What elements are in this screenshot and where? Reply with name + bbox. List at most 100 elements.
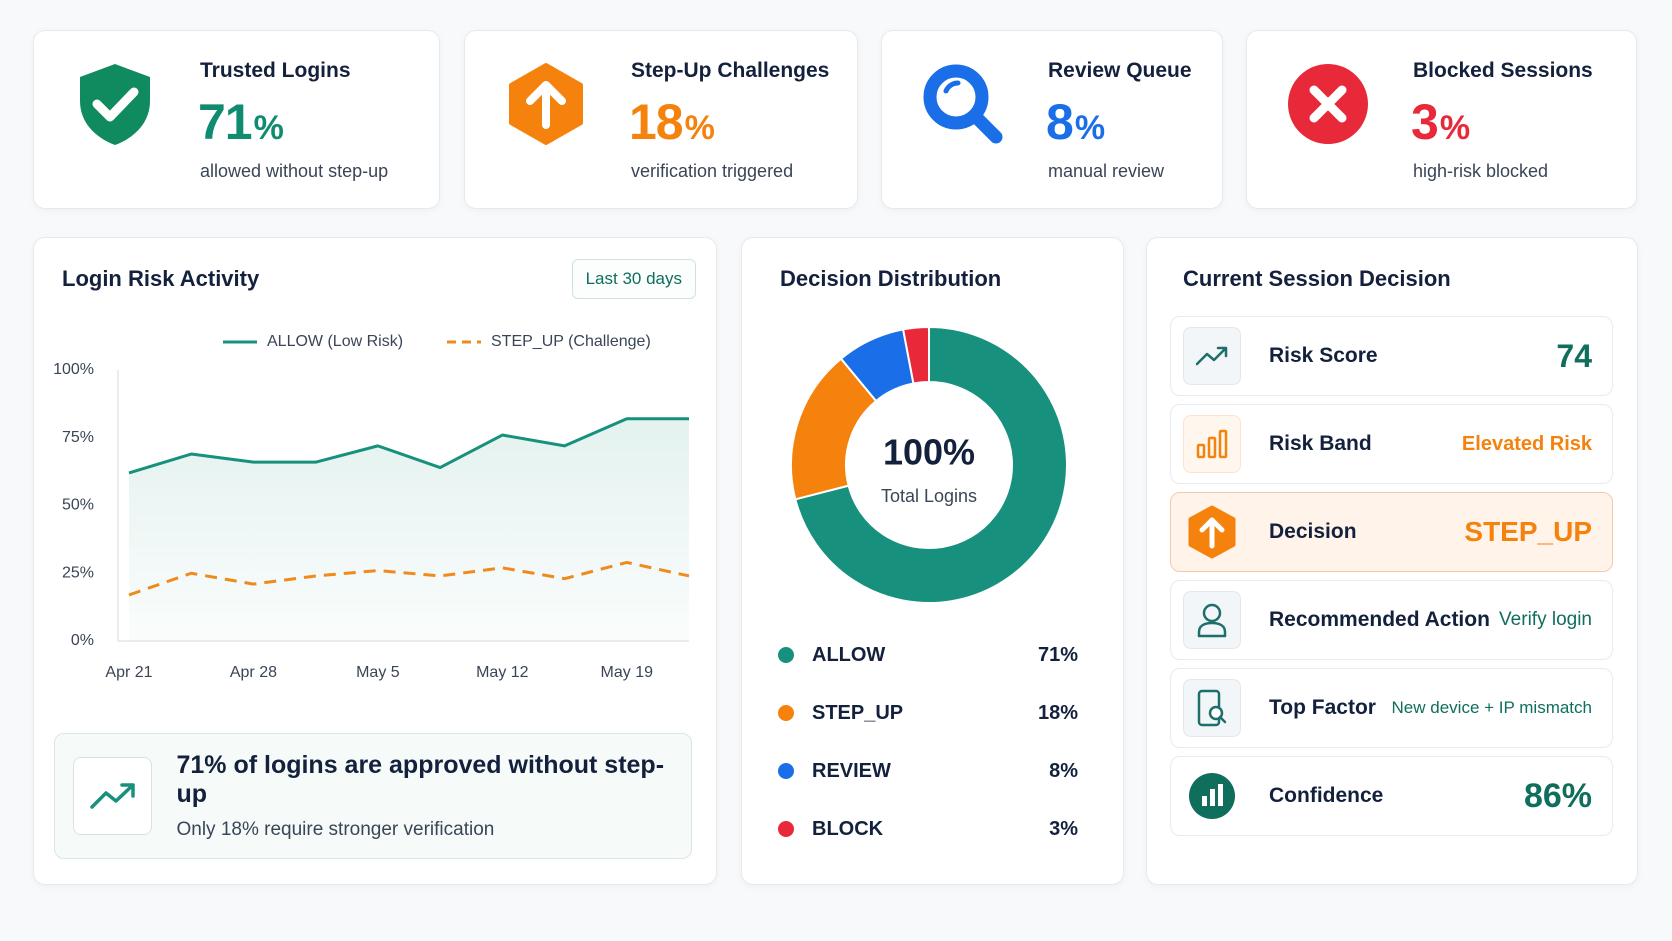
kpi-value: 8% <box>1046 93 1105 151</box>
row-value: 74 <box>1556 337 1592 374</box>
panel-title: Decision Distribution <box>780 266 1002 291</box>
session-rows: Risk Score 74 Risk Band Elevated Risk De… <box>1170 316 1613 844</box>
legend-row: BLOCK 3% <box>778 814 1078 844</box>
kpi-number: 18 <box>629 94 684 150</box>
legend-label: ALLOW (Low Risk) <box>267 333 403 350</box>
panel-title: Login Risk Activity <box>62 266 260 291</box>
review-icon <box>923 64 1003 144</box>
series-line <box>128 560 690 597</box>
legend-dot <box>778 763 794 779</box>
y-tick-label: 75% <box>62 429 94 446</box>
x-tick-label: May 12 <box>476 664 529 681</box>
kpi-card: Trusted Logins 71% allowed without step-… <box>33 30 440 209</box>
kpi-subtitle: verification triggered <box>631 161 794 181</box>
legend-value: 3% <box>1049 817 1078 840</box>
session-row: Recommended Action Verify login <box>1170 580 1613 660</box>
shield-icon <box>80 64 150 145</box>
legend-label: ALLOW <box>812 643 886 666</box>
kpi-subtitle: high-risk blocked <box>1413 161 1549 181</box>
legend-dot <box>778 647 794 663</box>
kpi-card: Review Queue 8% manual review <box>881 30 1223 209</box>
insight-detail: Only 18% require stronger verification <box>176 819 495 840</box>
row-icon <box>1183 327 1241 385</box>
row-value: New device + IP mismatch <box>1391 698 1592 717</box>
kpi-number: 8 <box>1046 94 1074 150</box>
blocked-icon <box>1288 64 1368 144</box>
kpi-title: Review Queue <box>1048 59 1192 82</box>
kpi-unit: % <box>1439 109 1470 147</box>
kpi-value: 71% <box>198 93 284 151</box>
row-icon <box>1183 591 1241 649</box>
row-icon <box>1183 767 1241 825</box>
kpi-title: Blocked Sessions <box>1413 59 1593 82</box>
session-row: Risk Band Elevated Risk <box>1170 404 1613 484</box>
y-tick-label: 0% <box>71 632 94 649</box>
kpi-number: 71 <box>198 94 253 150</box>
kpi-title: Step-Up Challenges <box>631 59 830 82</box>
kpi-subtitle: allowed without step-up <box>200 161 389 181</box>
series-line <box>128 417 689 475</box>
kpi-value: 3% <box>1411 93 1470 151</box>
legend-value: 18% <box>1037 701 1078 724</box>
session-row: Top Factor New device + IP mismatch <box>1170 668 1613 748</box>
session-row: Decision STEP_UP <box>1170 492 1613 572</box>
legend-row: STEP_UP 18% <box>778 698 1078 728</box>
session-panel: Current Session Decision Risk Score 74 R… <box>1146 237 1638 885</box>
distribution-panel: Decision Distribution 100% Total Logins A… <box>741 237 1124 885</box>
donut-slice <box>901 325 930 385</box>
kpi-card: Step-Up Challenges 18% verification trig… <box>464 30 858 209</box>
legend-row: REVIEW 8% <box>778 756 1078 786</box>
panel-title: Current Session Decision <box>1183 266 1451 291</box>
insight-box: 71% of logins are approved without step-… <box>54 733 692 859</box>
donut-chart: 100% Total Logins <box>790 325 1068 604</box>
legend-row: ALLOW 71% <box>778 640 1078 670</box>
row-label: Confidence <box>1269 784 1384 807</box>
legend-dot <box>778 705 794 721</box>
donut-slice <box>794 325 1068 604</box>
y-tick-label: 25% <box>62 564 94 581</box>
y-tick-label: 100% <box>53 361 94 378</box>
session-row: Risk Score 74 <box>1170 316 1613 396</box>
row-label: Decision <box>1269 520 1357 543</box>
donut-center-label: Total Logins <box>881 486 977 506</box>
row-label: Risk Score <box>1269 344 1378 367</box>
session-row: Confidence 86% <box>1170 756 1613 836</box>
insight-headline: 71% of logins are approved without step-… <box>176 751 665 808</box>
kpi-title: Trusted Logins <box>200 59 351 82</box>
row-label: Recommended Action <box>1269 608 1490 631</box>
row-value: 86% <box>1523 776 1592 815</box>
y-tick-label: 50% <box>62 497 94 514</box>
row-icon <box>1183 503 1241 561</box>
legend-label: STEP_UP (Challenge) <box>491 333 651 350</box>
x-tick-label: May 5 <box>356 664 400 681</box>
insight-icon <box>73 757 153 835</box>
row-label: Top Factor <box>1269 696 1376 719</box>
donut-center-value: 100% <box>883 432 975 473</box>
kpi-unit: % <box>253 109 284 147</box>
kpi-card: Blocked Sessions 3% high-risk blocked <box>1246 30 1637 209</box>
activity-panel: Login Risk Activity Last 30 days 0% 25% 50… <box>33 237 717 885</box>
row-value: Verify login <box>1499 609 1592 630</box>
row-value: Elevated Risk <box>1461 432 1592 455</box>
kpi-unit: % <box>1074 109 1105 147</box>
line-chart: 0% 25% 50% 75% 100% Apr 21 Apr 28 May 5 May 12 Ma… <box>53 333 690 681</box>
legend-label: BLOCK <box>812 817 884 840</box>
kpi-unit: % <box>684 109 715 147</box>
kpi-number: 3 <box>1411 94 1439 150</box>
kpi-value: 18% <box>629 93 715 151</box>
range-button[interactable]: Last 30 days <box>571 259 696 299</box>
legend-value: 71% <box>1037 643 1078 666</box>
row-label: Risk Band <box>1269 432 1372 455</box>
x-tick-label: Apr 28 <box>230 664 277 681</box>
x-tick-label: May 19 <box>601 664 654 681</box>
legend-label: STEP_UP <box>812 701 904 724</box>
legend-label: REVIEW <box>812 759 891 782</box>
row-icon <box>1183 415 1241 473</box>
legend-dot <box>778 821 794 837</box>
row-value: STEP_UP <box>1464 516 1592 547</box>
legend-value: 8% <box>1049 759 1078 782</box>
row-icon <box>1183 679 1241 737</box>
x-tick-label: Apr 21 <box>105 664 152 681</box>
kpi-subtitle: manual review <box>1048 161 1165 181</box>
